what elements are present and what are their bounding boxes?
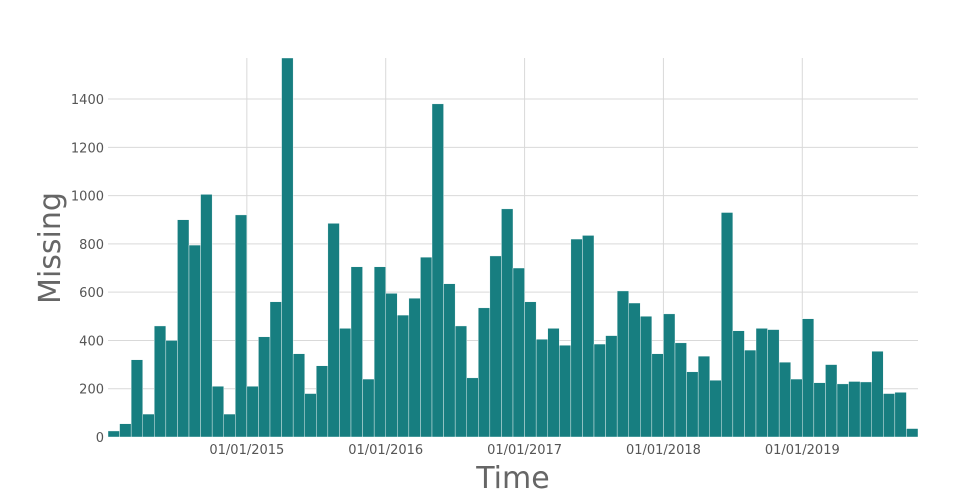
bar xyxy=(188,244,201,438)
bar xyxy=(616,290,629,438)
y-tick-label: 1200 xyxy=(71,141,104,156)
y-tick-label: 1400 xyxy=(71,93,104,108)
bar xyxy=(674,342,687,438)
bar xyxy=(408,297,421,438)
x-axis-title: Time xyxy=(475,461,549,496)
bar xyxy=(200,194,213,438)
bar xyxy=(813,382,826,438)
x-tick-label: 01/01/2017 xyxy=(487,443,562,458)
bar xyxy=(385,293,398,438)
bar xyxy=(304,393,317,438)
bar xyxy=(709,380,722,438)
bar xyxy=(593,343,606,438)
bar xyxy=(478,307,491,438)
bar xyxy=(697,355,710,438)
bar xyxy=(651,353,664,438)
bar xyxy=(107,430,120,438)
bar xyxy=(755,328,768,438)
bar xyxy=(535,339,548,438)
y-tick-label: 200 xyxy=(79,383,104,398)
bar xyxy=(848,381,861,438)
bar xyxy=(570,238,583,438)
y-axis-ticks: 0 200 400 600 800 1000 1200 1400 xyxy=(71,93,104,446)
y-tick-label: 800 xyxy=(79,238,104,253)
bar xyxy=(744,349,757,438)
bar xyxy=(767,329,780,438)
bar xyxy=(686,371,699,438)
bar xyxy=(663,313,676,438)
bar xyxy=(894,392,907,438)
bar xyxy=(443,283,456,438)
bar xyxy=(605,335,618,438)
bar xyxy=(501,208,514,438)
bar xyxy=(292,353,305,438)
bar xyxy=(640,316,653,438)
bar xyxy=(119,423,132,438)
bar xyxy=(489,255,502,438)
y-tick-label: 600 xyxy=(79,286,104,301)
bar xyxy=(165,340,178,438)
bar xyxy=(258,336,271,438)
bar xyxy=(223,413,236,438)
bar xyxy=(466,377,479,438)
bar xyxy=(235,214,248,438)
x-tick-label: 01/01/2019 xyxy=(765,443,840,458)
bar xyxy=(362,378,375,438)
bar xyxy=(628,302,641,438)
y-tick-label: 1000 xyxy=(71,190,104,205)
bar xyxy=(281,57,294,438)
bar xyxy=(339,328,352,438)
bar xyxy=(871,351,884,438)
y-axis-title: Missing xyxy=(33,192,68,304)
x-tick-label: 01/01/2016 xyxy=(348,443,423,458)
x-tick-label: 01/01/2015 xyxy=(209,443,284,458)
x-tick-label: 01/01/2018 xyxy=(626,443,701,458)
bar xyxy=(373,266,386,438)
bar xyxy=(177,219,190,438)
bar xyxy=(397,314,410,438)
bar xyxy=(836,383,849,438)
bar xyxy=(130,359,143,438)
bar xyxy=(859,381,872,438)
bar xyxy=(524,301,537,438)
bar xyxy=(512,267,525,438)
bar xyxy=(454,325,467,438)
bar xyxy=(269,301,282,438)
bar xyxy=(721,212,734,438)
x-axis-ticks: 01/01/2015 01/01/2016 01/01/2017 01/01/2018… xyxy=(209,443,839,458)
bar xyxy=(559,345,572,438)
bar xyxy=(802,318,815,438)
bar-series xyxy=(107,57,919,438)
bar xyxy=(582,235,595,438)
bar xyxy=(327,223,340,438)
bar xyxy=(211,386,224,438)
bar xyxy=(142,413,155,438)
bar xyxy=(790,378,803,438)
bar xyxy=(154,325,167,438)
bar xyxy=(316,365,329,438)
y-tick-label: 0 xyxy=(96,431,104,446)
bar xyxy=(778,361,791,438)
bar xyxy=(246,386,259,438)
bar xyxy=(883,393,896,438)
bar xyxy=(825,364,838,438)
bar xyxy=(906,428,919,438)
bar xyxy=(420,256,433,438)
bar xyxy=(547,328,560,438)
y-tick-label: 400 xyxy=(79,334,104,349)
bar xyxy=(431,103,444,438)
bar xyxy=(732,330,745,438)
bar xyxy=(350,266,363,438)
